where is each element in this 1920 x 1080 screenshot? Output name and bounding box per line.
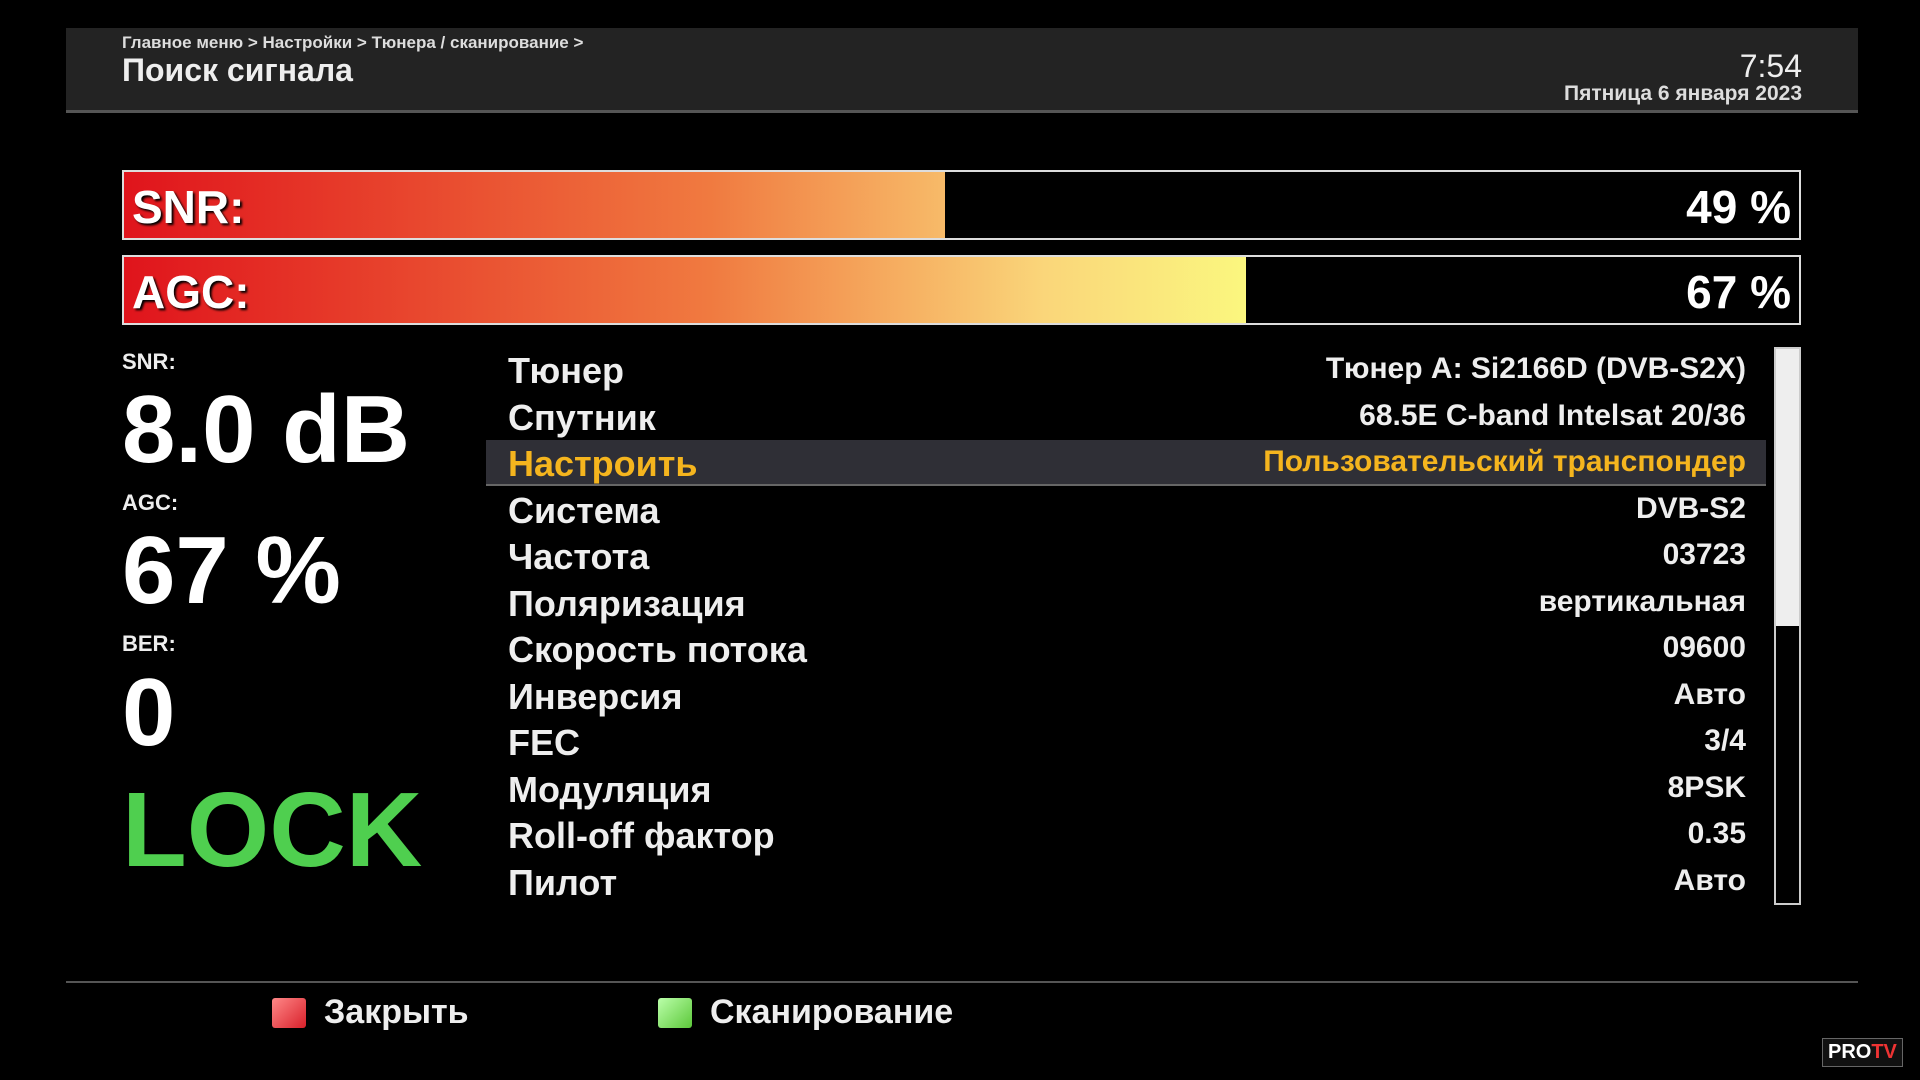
list-item[interactable]: Roll-off фактор 0.35 [486,812,1766,858]
list-item[interactable]: Скорость потока 09600 [486,626,1766,672]
close-button[interactable]: Закрыть [272,993,469,1032]
list-item[interactable]: Настроить Пользовательский транспондер [486,440,1766,486]
agc-bar-value: 67 % [1686,266,1791,318]
scan-label: Сканирование [710,993,954,1031]
snr-bar: SNR: 49 % [122,170,1801,240]
scrollbar-thumb[interactable] [1776,349,1799,626]
list-item-label: Тюнер [508,350,625,391]
snr-value: 8.0 dB [122,376,411,483]
list-item[interactable]: Система DVB-S2 [486,487,1766,533]
scrollbar[interactable] [1774,347,1801,905]
list-item[interactable]: Пилот Авто [486,859,1766,905]
red-key-icon [272,997,306,1028]
agc-label: AGC: [122,490,179,515]
list-item[interactable]: Инверсия Авто [486,673,1766,719]
agc-bar-label: AGC: [132,266,250,318]
watermark-logo: PROTV [1822,1038,1903,1067]
list-item-value: Авто [1673,863,1746,897]
list-item-value: Авто [1673,677,1746,711]
breadcrumb: Главное меню > Настройки > Тюнера / скан… [122,33,584,52]
list-item-label: Инверсия [508,675,683,717]
lock-status: LOCK [122,771,423,889]
list-item-label: Настроить [508,443,698,484]
list-item-label: Roll-off фактор [508,815,775,856]
agc-bar: AGC: 67 % [122,255,1801,325]
page-title: Поиск сигнала [122,52,353,88]
list-item-value: 09600 [1662,631,1746,664]
close-label: Закрыть [324,993,469,1031]
snr-label: SNR: [122,349,176,374]
list-item-label: Частота [508,536,650,577]
snr-bar-value: 49 % [1686,181,1791,233]
list-item-label: Пилот [508,861,618,903]
list-item-label: FEC [508,722,580,763]
list-item-value: DVB-S2 [1635,491,1746,525]
list-item-value: 3/4 [1704,724,1746,757]
list-item-value: Пользовательский транспондер [1263,445,1746,478]
list-item[interactable]: Тюнер Тюнер A: Si2166D (DVB-S2X) [486,347,1766,393]
scan-button[interactable]: Сканирование [658,993,953,1032]
list-item-value: 8PSK [1667,770,1746,804]
green-key-icon [658,997,692,1028]
list-item-value: 03723 [1662,538,1746,571]
clock-time: 7:54 [1739,48,1802,84]
list-item-value: 68.5E C-band Intelsat 20/36 [1359,398,1746,432]
agc-bar-fill [124,257,1247,323]
list-item-label: Модуляция [508,768,712,810]
list-item[interactable]: Модуляция 8PSK [486,766,1766,812]
list-item[interactable]: Частота 03723 [486,533,1766,579]
ber-value: 0 [122,659,176,766]
list-item-value: вертикальная [1538,584,1746,618]
footer-divider [66,981,1858,983]
list-item[interactable]: Спутник 68.5E C-band Intelsat 20/36 [486,394,1766,440]
snr-bar-fill [124,172,945,238]
list-item[interactable]: FEC 3/4 [486,719,1766,765]
ber-label: BER: [122,631,176,656]
list-item[interactable]: Поляризация вертикальная [486,580,1766,626]
header-bar: Главное меню > Настройки > Тюнера / скан… [66,28,1858,113]
clock-date: Пятница 6 января 2023 [1563,82,1802,105]
list-item-label: Скорость потока [508,629,807,670]
list-item-value: Тюнер A: Si2166D (DVB-S2X) [1325,352,1746,385]
list-item-label: Поляризация [508,582,746,624]
list-item-value: 0.35 [1687,817,1746,850]
list-item-label: Спутник [508,396,656,438]
list-item-label: Система [508,489,660,531]
snr-bar-label: SNR: [132,181,245,233]
agc-value: 67 % [122,517,341,624]
